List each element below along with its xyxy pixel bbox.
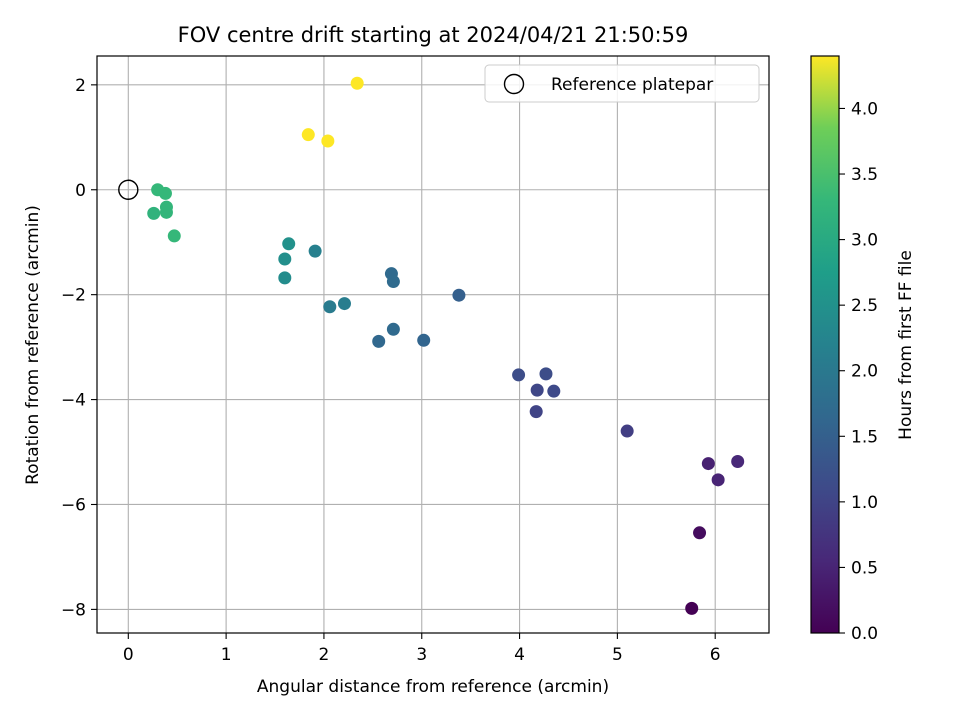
colorbar-tick-label: 3.0 <box>851 231 878 251</box>
reference-marker <box>118 179 139 200</box>
colorbar-tick-label: 4.0 <box>851 99 878 119</box>
chart-title: FOV centre drift starting at 2024/04/21 … <box>178 23 689 47</box>
data-point <box>620 424 634 438</box>
data-point <box>530 383 544 397</box>
data-point <box>452 288 466 302</box>
data-point <box>701 457 715 471</box>
x-tick-label: 1 <box>221 645 232 665</box>
plot-frame <box>96 55 770 634</box>
data-point <box>547 384 561 398</box>
data-point <box>159 200 173 214</box>
data-point <box>417 333 431 347</box>
reference-point <box>118 179 139 200</box>
data-point <box>685 601 699 615</box>
y-axis-title: Rotation from reference (arcmin) <box>23 205 43 485</box>
data-point <box>147 206 161 220</box>
data-point <box>711 473 725 487</box>
colorbar-ticks: 0.0 0.5 1.0 1.5 2.0 2.5 3.0 3.5 4.0 <box>839 99 878 644</box>
colorbar-tick-label: 2.0 <box>851 362 878 382</box>
data-point <box>282 237 296 251</box>
x-axis-title: Angular distance from reference (arcmin) <box>257 677 609 697</box>
grid <box>97 56 769 633</box>
data-point <box>278 252 292 266</box>
data-points <box>147 76 745 615</box>
x-axis: 0 1 2 3 4 5 6 <box>123 633 721 665</box>
data-point <box>323 300 337 314</box>
x-tick-label: 6 <box>710 645 721 665</box>
x-tick-label: 2 <box>319 645 330 665</box>
y-axis: −8 −6 −4 −2 0 2 <box>61 76 97 620</box>
data-point <box>278 271 292 285</box>
data-point <box>321 134 335 148</box>
y-tick-label: −4 <box>61 391 86 411</box>
colorbar-title: Hours from first FF file <box>896 250 916 440</box>
data-point <box>731 454 745 468</box>
colorbar-tick-label: 1.5 <box>851 427 878 447</box>
legend-box <box>484 64 760 103</box>
data-point <box>386 275 400 289</box>
data-point <box>386 322 400 336</box>
data-point <box>350 76 364 90</box>
legend-marker-reference <box>503 73 525 95</box>
legend: Reference platepar <box>484 64 760 103</box>
colorbar-frame <box>810 55 840 634</box>
data-point <box>693 526 707 540</box>
colorbar-tick-label: 3.5 <box>851 165 878 185</box>
y-tick-label: −8 <box>61 600 86 620</box>
x-tick-label: 5 <box>612 645 623 665</box>
colorbar-tick-label: 0.5 <box>851 558 878 578</box>
data-point <box>539 367 553 381</box>
data-point <box>372 334 386 348</box>
data-point <box>512 368 526 382</box>
y-tick-label: 2 <box>75 76 86 96</box>
x-tick-label: 0 <box>123 645 134 665</box>
data-point <box>167 229 181 243</box>
data-point <box>337 297 351 311</box>
colorbar-tick-label: 2.5 <box>851 296 878 316</box>
legend-label-reference: Reference platepar <box>551 75 713 95</box>
y-tick-label: 0 <box>75 181 86 201</box>
colorbar-gradient <box>811 56 839 633</box>
colorbar: 0.0 0.5 1.0 1.5 2.0 2.5 3.0 3.5 4.0 Hours from f… <box>810 55 916 644</box>
x-tick-label: 3 <box>416 645 427 665</box>
y-tick-label: −6 <box>61 495 86 515</box>
y-tick-label: −2 <box>61 286 86 306</box>
colorbar-tick-label: 0.0 <box>851 624 878 644</box>
data-point <box>529 405 543 419</box>
x-tick-label: 4 <box>514 645 525 665</box>
data-point <box>301 128 315 142</box>
colorbar-tick-label: 1.0 <box>851 493 878 513</box>
data-point <box>308 244 322 258</box>
data-point <box>158 186 172 200</box>
